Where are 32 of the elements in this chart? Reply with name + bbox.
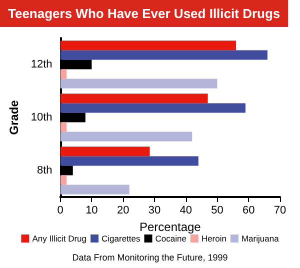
bar <box>60 184 130 194</box>
bar <box>60 78 218 88</box>
y-tick-label: 12th <box>30 58 52 70</box>
bar <box>60 122 67 132</box>
legend-label: Marijuana <box>241 234 280 244</box>
legend-label: Cocaine <box>155 234 187 244</box>
bar <box>60 156 198 166</box>
y-tick-label: 10th <box>30 112 52 124</box>
x-tick-label: 30 <box>148 204 161 216</box>
bar <box>60 175 67 185</box>
bar <box>60 50 268 60</box>
text: Data From Monitoring the Future, 1999 <box>72 252 228 262</box>
legend-label: Heroin <box>201 234 227 244</box>
x-tick-label: 0 <box>57 204 64 216</box>
legend-label: Any Illicit Drug <box>32 234 87 244</box>
x-tick-label: 60 <box>242 204 255 216</box>
bar <box>60 132 192 142</box>
bar <box>60 69 67 79</box>
x-tick-label: 40 <box>180 204 192 216</box>
legend-label: Cigarettes <box>102 234 140 244</box>
x-tick-label: 50 <box>211 204 224 216</box>
x-tick-label: 10 <box>86 204 98 216</box>
bar <box>60 40 236 50</box>
y-tick-label: 8th <box>37 164 52 176</box>
y-axis-title: Grade <box>7 100 21 135</box>
x-axis-title: Percentage <box>139 220 202 234</box>
bar <box>60 94 208 104</box>
bar <box>60 146 150 156</box>
bar <box>60 103 246 113</box>
chart-title: Teenagers Who Have Ever Used Illicit Drugs <box>8 6 280 21</box>
x-tick-label: 70 <box>274 204 286 216</box>
x-tick-label: 20 <box>116 204 130 216</box>
